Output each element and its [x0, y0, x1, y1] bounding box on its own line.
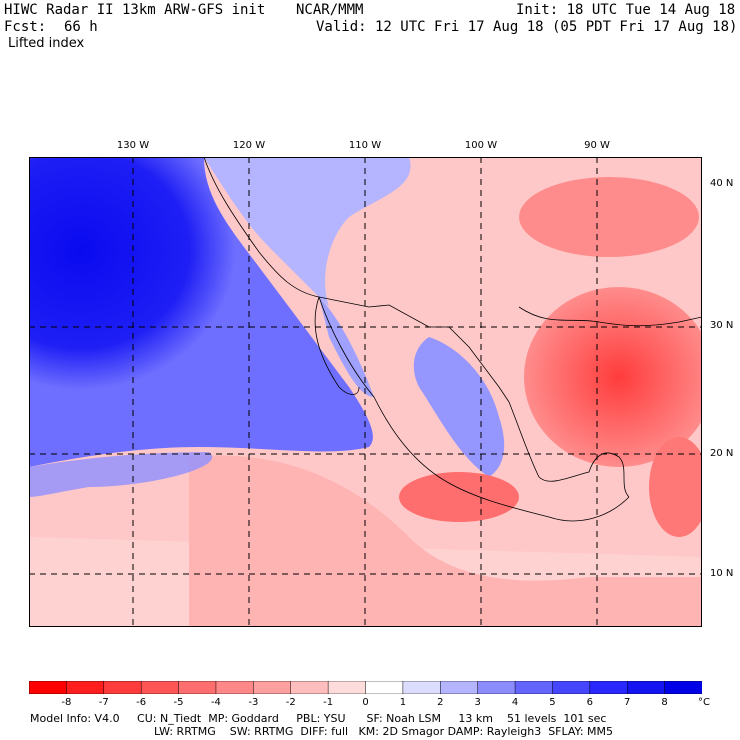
colorbar-swatch	[589, 681, 628, 694]
baja-california-outline	[314, 296, 360, 395]
tropical-band	[189, 455, 702, 627]
colorbar-swatch	[552, 681, 591, 694]
model-info-line2: LW: RRTMG SW: RRTMG DIFF: full KM: 2D Sm…	[154, 725, 614, 738]
colorbar-tick-label: 2	[437, 697, 444, 708]
valid-time: Valid: 12 UTC Fri 17 Aug 18 (05 PDT Fri …	[316, 19, 738, 35]
colorbar-swatch	[140, 681, 180, 694]
map-frame	[29, 157, 702, 627]
colorbar-swatch	[514, 681, 554, 694]
forecast-hour: 66 h	[64, 19, 98, 35]
colorbar-swatch	[664, 681, 702, 694]
init-time: Init: 18 UTC Tue 14 Aug 18	[516, 2, 736, 18]
lifted-index-map	[29, 157, 702, 627]
lat-label-30n: 30 N	[710, 320, 734, 331]
colorbar-swatch	[327, 681, 367, 694]
pacific-fringe	[29, 452, 213, 497]
colorbar-swatch	[29, 681, 68, 694]
lon-label-100w: 100 W	[464, 140, 498, 151]
colorbar-tick-label: -8	[61, 697, 72, 708]
lon-label-130w: 130 W	[116, 140, 150, 151]
caribbean-red	[649, 437, 702, 537]
forecast-label: Fcst:	[4, 19, 47, 35]
colorbar	[29, 681, 702, 694]
colorbar-tick-label: -6	[136, 697, 147, 708]
model-title: HIWC Radar II 13km ARW-GFS init	[4, 2, 266, 18]
colorbar-swatch	[253, 681, 292, 694]
colorbar-tick-label: -2	[285, 697, 296, 708]
colorbar-swatch	[215, 681, 255, 694]
gulf-of-mexico-unstable	[524, 287, 702, 467]
pacific-stable-air	[29, 157, 373, 467]
colorbar-swatch	[178, 681, 217, 694]
colorbar-tick-label: 4	[511, 697, 519, 708]
colorbar-unit: °C	[698, 697, 710, 708]
lat-label-20n: 20 N	[710, 448, 734, 459]
mexican-plateau-blue	[413, 337, 505, 477]
lon-label-120w: 120 W	[232, 140, 266, 151]
org-label: NCAR/MMM	[296, 2, 364, 18]
colorbar-tick-label: 8	[661, 697, 668, 708]
colorbar-tick-label: -7	[98, 697, 109, 708]
lon-label-90w: 90 W	[584, 140, 610, 151]
colorbar-swatch	[626, 681, 666, 694]
colorbar-tick-label: 5	[549, 697, 556, 708]
colorbar-tick-label: -5	[173, 697, 184, 708]
lon-label-110w: 110 W	[348, 140, 382, 151]
west-coast-blue	[204, 157, 411, 307]
plains-red	[519, 177, 699, 257]
gulf-of-california-blue	[319, 297, 374, 397]
colorbar-swatch	[365, 681, 404, 694]
colorbar-swatch	[477, 681, 516, 694]
gulf-coastline	[508, 306, 702, 498]
colorbar-tick-label: 6	[586, 697, 594, 708]
pacific-coastline	[203, 157, 630, 522]
model-info-line1: Model Info: V4.0 CU: N_Tiedt MP: Goddard…	[30, 712, 607, 725]
mexico-pacific-coast-red	[399, 472, 519, 522]
colorbar-swatch	[440, 681, 479, 694]
field-name: Lifted index	[8, 36, 85, 51]
colorbar-swatch	[66, 681, 105, 694]
colorbar-swatch	[290, 681, 329, 694]
colorbar-swatch	[103, 681, 142, 694]
colorbar-tick-label: 0	[362, 697, 369, 708]
colorbar-tick-label: 1	[399, 697, 407, 708]
lat-label-40n: 40 N	[710, 178, 734, 189]
colorbar-tick-label: 7	[624, 697, 631, 708]
colorbar-swatch	[402, 681, 442, 694]
colorbar-tick-label: 3	[474, 697, 481, 708]
lat-label-10n: 10 N	[710, 568, 734, 579]
colorbar-tick-label: -4	[210, 697, 221, 708]
colorbar-tick-label: -1	[323, 697, 334, 708]
colorbar-tick-label: -3	[248, 697, 259, 708]
